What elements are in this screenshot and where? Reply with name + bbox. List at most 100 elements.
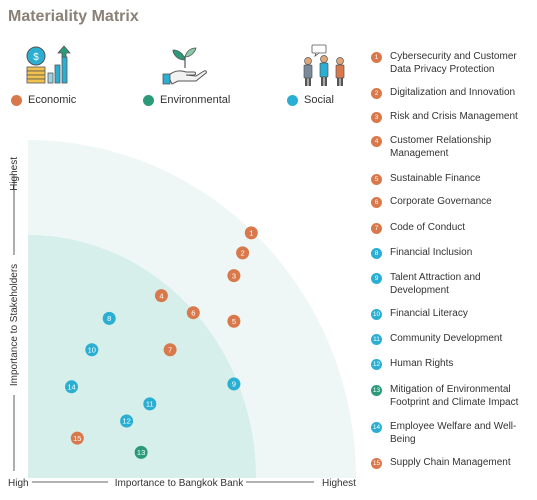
legend-text: Digitalization and Innovation — [390, 87, 516, 98]
legend-text: Customer Relationship Management — [390, 135, 492, 159]
data-point-marker — [102, 311, 116, 325]
data-point-marker — [236, 246, 250, 260]
data-point-10: 10 — [85, 343, 99, 357]
legend-text: Cybersecurity and Customer Data Privacy … — [390, 51, 517, 75]
legend-item: 13 Mitigation of Environmental Footprint … — [371, 384, 530, 409]
legend-text: Mitigation of Environmental Footprint an… — [390, 384, 519, 408]
legend-number-badge: 11 — [371, 334, 382, 345]
data-point-6: 6 — [186, 306, 200, 320]
x-tick-highest: Highest — [322, 478, 356, 489]
data-point-label: 4 — [159, 291, 163, 300]
x-tick-high: High — [8, 478, 29, 489]
legend-item: 12 Human Rights — [371, 358, 530, 371]
economic-dot — [11, 94, 22, 106]
legend-number-badge: 9 — [371, 273, 382, 284]
data-point-label: 10 — [88, 345, 96, 354]
data-point-label: 7 — [168, 345, 172, 354]
environmental-dot — [143, 94, 154, 106]
materiality-matrix-chart: Highest Importance to Stakeholders High … — [8, 140, 356, 489]
legend-item: 11 Community Development — [371, 333, 530, 346]
legend-number-badge: 7 — [371, 223, 382, 234]
data-point-4: 4 — [154, 289, 168, 303]
data-point-7: 7 — [163, 343, 177, 357]
data-point-marker — [163, 343, 177, 357]
data-point-marker — [227, 269, 241, 283]
hand-plant-icon — [162, 47, 207, 85]
legend-item: 7 Code of Conduct — [371, 222, 530, 235]
legend-number-badge: 10 — [371, 309, 382, 320]
category-environmental: Environmental — [143, 94, 230, 106]
data-point-label: 12 — [122, 417, 130, 426]
legend-item: 4 Customer Relationship Management — [371, 135, 530, 160]
social-dot — [287, 94, 298, 106]
data-point-11: 11 — [143, 397, 157, 411]
legend-text: Community Development — [390, 333, 503, 344]
legend-item: 1 Cybersecurity and Customer Data Privacy… — [371, 51, 530, 76]
legend-text: Sustainable Finance — [390, 173, 481, 184]
x-axis-label: Importance to Bangkok Bank — [115, 478, 244, 489]
legend-number-badge: 12 — [371, 359, 382, 370]
legend-text: Human Rights — [390, 358, 454, 369]
data-point-label: 3 — [232, 271, 236, 280]
category-environmental-label: Environmental — [160, 94, 231, 106]
data-point-3: 3 — [227, 269, 241, 283]
legend-item: 14 Employee Welfare and Well-Being — [371, 421, 530, 446]
data-point-1: 1 — [244, 226, 258, 240]
data-point-marker — [154, 289, 168, 303]
data-point-marker — [244, 226, 258, 240]
data-point-label: 14 — [67, 383, 75, 392]
data-point-5: 5 — [227, 314, 241, 328]
data-point-label: 5 — [232, 317, 236, 326]
legend-number-badge: 2 — [371, 88, 382, 99]
legend-item: 6 Corporate Governance — [371, 196, 530, 209]
data-point-marker — [70, 431, 84, 445]
legend-text: Financial Literacy — [390, 308, 468, 319]
legend-text: Code of Conduct — [390, 222, 466, 233]
category-social-label: Social — [304, 94, 334, 106]
legend-text: Talent Attraction and Development — [390, 272, 481, 296]
legend-item: 15 Supply Chain Management — [371, 457, 530, 470]
data-point-14: 14 — [65, 380, 78, 394]
data-point-9: 9 — [227, 377, 241, 391]
legend-item: 2 Digitalization and Innovation — [371, 87, 530, 100]
coins-growth-icon: $ — [26, 45, 71, 84]
legend-number-badge: 4 — [371, 136, 382, 147]
category-economic: Economic — [11, 94, 76, 106]
legend-item: 10 Financial Literacy — [371, 308, 530, 321]
legend-item: 5 Sustainable Finance — [371, 173, 530, 186]
data-point-marker — [65, 380, 78, 394]
svg-text:$: $ — [33, 52, 39, 63]
data-point-2: 2 — [236, 246, 250, 260]
data-point-12: 12 — [120, 414, 134, 428]
data-point-label: 15 — [73, 434, 81, 443]
legend-number-badge: 15 — [371, 458, 382, 469]
data-point-label: 2 — [241, 249, 245, 258]
data-point-label: 13 — [137, 448, 145, 457]
data-point-marker — [227, 314, 241, 328]
legend-text: Supply Chain Management — [390, 457, 511, 468]
data-point-label: 6 — [191, 308, 195, 317]
data-point-15: 15 — [70, 431, 84, 445]
category-economic-label: Economic — [28, 94, 77, 106]
data-point-marker — [143, 397, 157, 411]
legend-text: Risk and Crisis Management — [390, 111, 518, 122]
legend-item: 3 Risk and Crisis Management — [371, 111, 530, 124]
data-point-marker — [85, 343, 99, 357]
data-point-label: 11 — [146, 400, 154, 409]
legend-item: 9 Talent Attraction and Development — [371, 272, 530, 297]
category-social: Social — [287, 94, 334, 106]
data-point-marker — [186, 306, 200, 320]
data-point-marker — [227, 377, 241, 391]
legend-number-badge: 8 — [371, 248, 382, 259]
inner-zone — [28, 235, 256, 478]
page-title: Materiality Matrix — [8, 8, 139, 25]
legend-text: Employee Welfare and Well-Being — [390, 421, 517, 445]
data-point-label: 9 — [232, 380, 236, 389]
legend-number-badge: 5 — [371, 174, 382, 185]
legend-number-badge: 3 — [371, 112, 382, 123]
data-point-label: 1 — [249, 229, 253, 238]
legend-number-badge: 13 — [371, 385, 382, 396]
y-tick-highest: Highest — [9, 157, 20, 191]
data-point-8: 8 — [102, 311, 116, 325]
legend-number-badge: 14 — [371, 422, 382, 433]
